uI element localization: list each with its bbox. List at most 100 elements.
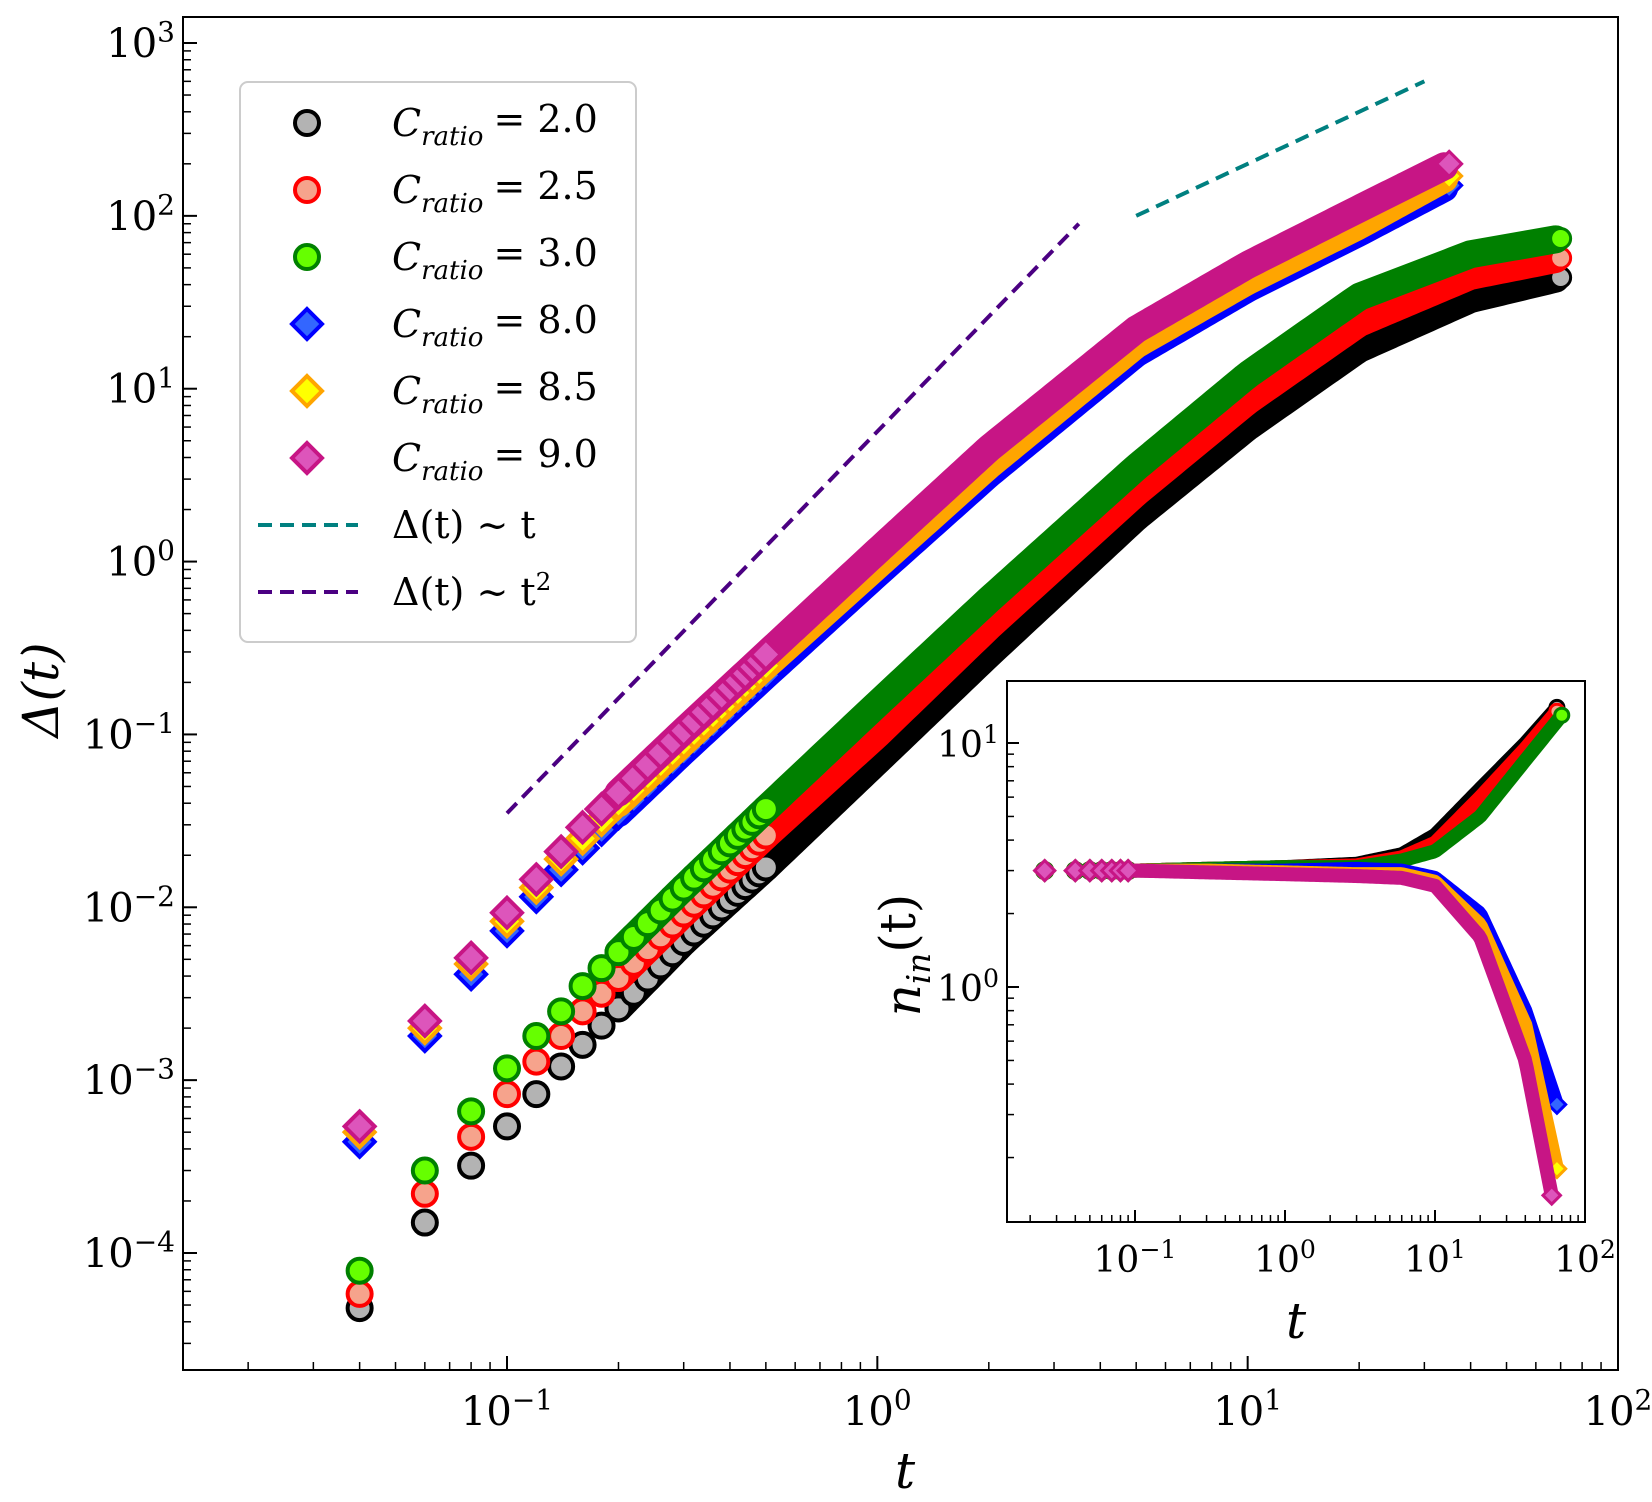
inset-plot-frame	[1006, 680, 1586, 1223]
main-data-point-last	[1549, 226, 1573, 250]
legend-marker	[289, 440, 325, 476]
main-data-point	[457, 1151, 486, 1180]
legend: Cratio = 2.0 Cratio = 2.5 Cratio = 3.0 Cratio =…	[239, 81, 637, 643]
inset-x-tick-label: 10−1	[1094, 1235, 1177, 1281]
main-data-point	[547, 1022, 576, 1051]
legend-marker	[289, 306, 325, 342]
legend-symbol: C	[392, 302, 421, 346]
main-x-tick-base: 10	[1584, 1389, 1635, 1435]
inset-y-axis-title: nin(t)	[869, 894, 938, 1017]
main-data-point	[493, 1112, 521, 1141]
main-plot-frame	[182, 16, 1619, 1371]
main-data-point	[568, 972, 597, 1001]
main-y-tick-exp: 1	[157, 361, 175, 394]
main-x-tick-label: 101	[1213, 1384, 1282, 1435]
legend-subscript: ratio	[421, 457, 483, 487]
legend-box	[239, 81, 637, 643]
inset-data-point-last	[1553, 706, 1571, 724]
main-data-point	[543, 833, 579, 870]
main-data-point-last	[1434, 149, 1464, 179]
main-y-tick-label: 101	[106, 361, 175, 412]
main-x-tick-exp: −1	[512, 1384, 553, 1417]
main-data-point	[345, 1256, 374, 1285]
inset-x-tick-base: 10	[1094, 1240, 1140, 1281]
main-y-tick-label: 10−2	[83, 880, 175, 931]
main-y-tick-exp: −4	[134, 1226, 175, 1259]
legend-symbol: C	[392, 369, 421, 413]
main-y-tick-label: 10−1	[83, 707, 175, 758]
legend-ref-label: Δ(t) ∼ t	[392, 570, 536, 614]
main-x-tick-exp: 0	[894, 1384, 912, 1417]
inset-x-tick-base: 10	[1554, 1240, 1600, 1281]
main-y-tick-label: 102	[106, 188, 175, 239]
main-reference-lines	[505, 79, 1426, 815]
inset-y-tick-label: 101	[937, 720, 999, 766]
inset-data-layer	[1032, 698, 1571, 1207]
main-y-tick-exp: −3	[134, 1053, 175, 1086]
legend-label: Cratio = 8.5	[392, 365, 598, 420]
legend-label: Cratio = 9.0	[392, 432, 598, 487]
legend-value: = 8.5	[493, 365, 597, 409]
main-x-tick-base: 10	[1213, 1389, 1264, 1435]
reference-line-t	[1135, 79, 1426, 218]
legend-symbol: C	[392, 436, 421, 480]
main-y-tick-exp: 0	[157, 534, 175, 567]
main-x-tick-base: 10	[461, 1389, 512, 1435]
inset-ylabel-subscript: in	[900, 953, 938, 984]
main-y-tick-exp: 3	[157, 16, 175, 49]
inset-x-axis-title: t	[1286, 1292, 1307, 1350]
main-data-point	[407, 1003, 443, 1039]
inset-x-tick-base: 10	[1404, 1240, 1450, 1281]
inset-y-tick-label: 100	[937, 964, 999, 1010]
main-data-point	[410, 1208, 439, 1237]
inset-x-tick-exp: −1	[1139, 1235, 1176, 1264]
inset-ylabel-suffix: (t)	[869, 894, 927, 953]
main-data-point	[453, 940, 489, 976]
inset-x-tick-exp: 0	[1300, 1235, 1316, 1264]
legend-label: Cratio = 3.0	[392, 231, 598, 286]
legend-ref-label: Δ(t) ∼ t	[392, 503, 536, 547]
legend-subscript: ratio	[421, 256, 483, 286]
main-data-point	[493, 1080, 521, 1109]
inset-data-point-last	[1540, 1184, 1563, 1207]
inset-x-tick-label: 101	[1404, 1235, 1466, 1281]
inset-x-tick-label: 100	[1254, 1235, 1316, 1281]
inset-x-tick-exp: 1	[1450, 1235, 1466, 1264]
legend-marker	[293, 109, 321, 137]
legend-subscript: ratio	[421, 390, 483, 420]
main-x-tick-base: 10	[843, 1389, 894, 1435]
inset-data-point-last	[1546, 1093, 1568, 1116]
legend-subscript: ratio	[421, 323, 483, 353]
main-data-point	[522, 1047, 551, 1076]
main-x-tick-exp: 2	[1635, 1384, 1652, 1417]
legend-subscript: ratio	[421, 122, 483, 152]
main-x-tick-label: 100	[843, 1384, 912, 1435]
legend-value: = 3.0	[493, 231, 597, 275]
main-y-tick-label: 100	[106, 534, 175, 585]
legend-label: Cratio = 8.0	[392, 298, 598, 353]
legend-label: Cratio = 2.0	[392, 97, 598, 152]
inset-tick-marks	[1007, 742, 1586, 1222]
main-data-point	[751, 795, 780, 824]
main-data-point	[522, 1022, 551, 1051]
main-y-tick-label: 10−4	[83, 1226, 175, 1277]
main-data-point	[564, 809, 601, 846]
main-data-point	[547, 997, 576, 1026]
legend-ref-sup: 2	[536, 567, 552, 596]
main-y-tick-base: 10	[83, 1231, 134, 1277]
main-data-point	[457, 1097, 486, 1126]
inset-x-tick-exp: 2	[1600, 1235, 1616, 1264]
main-data-point	[457, 1122, 486, 1151]
main-y-tick-base: 10	[83, 1058, 134, 1104]
legend-subscript: ratio	[421, 189, 483, 219]
main-data-layer	[341, 149, 1573, 1323]
legend-symbol: C	[392, 168, 421, 212]
legend-label: Δ(t) ∼ t	[392, 503, 536, 547]
main-data-point	[587, 954, 616, 983]
main-data-point	[410, 1179, 439, 1208]
main-x-tick-exp: 1	[1264, 1384, 1282, 1417]
main-data-point	[587, 1011, 616, 1040]
main-tick-labels: 10−1 100 101 10210−410−310−210−110010110210…	[83, 16, 1652, 1435]
main-series-c-ratio-2-0	[345, 264, 1573, 1323]
